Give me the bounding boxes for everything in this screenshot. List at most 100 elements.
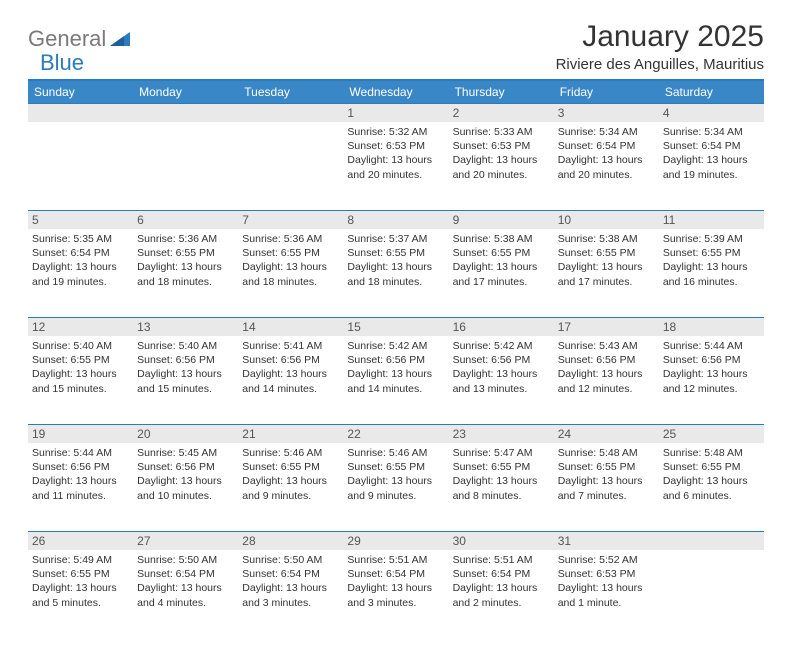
empty-day [659,531,764,550]
day-details: Sunrise: 5:36 AMSunset: 6:55 PMDaylight:… [133,229,238,295]
day-number: 22 [343,424,448,443]
day-cell: Sunrise: 5:35 AMSunset: 6:54 PMDaylight:… [28,229,133,317]
day-number: 9 [449,210,554,229]
day-details: Sunrise: 5:38 AMSunset: 6:55 PMDaylight:… [554,229,659,295]
day-details: Sunrise: 5:42 AMSunset: 6:56 PMDaylight:… [343,336,448,402]
day-cell: Sunrise: 5:52 AMSunset: 6:53 PMDaylight:… [554,550,659,638]
day-number: 30 [449,531,554,550]
week-details-row: Sunrise: 5:49 AMSunset: 6:55 PMDaylight:… [28,550,764,638]
calendar-header: SundayMondayTuesdayWednesdayThursdayFrid… [28,80,764,103]
day-number: 1 [343,103,448,122]
empty-day [133,103,238,122]
day-number: 4 [659,103,764,122]
day-details: Sunrise: 5:44 AMSunset: 6:56 PMDaylight:… [659,336,764,402]
day-cell: Sunrise: 5:36 AMSunset: 6:55 PMDaylight:… [238,229,343,317]
day-cell: Sunrise: 5:42 AMSunset: 6:56 PMDaylight:… [449,336,554,424]
day-header-row: SundayMondayTuesdayWednesdayThursdayFrid… [28,80,764,103]
calendar-body: 1234Sunrise: 5:32 AMSunset: 6:53 PMDayli… [28,103,764,638]
day-number: 23 [449,424,554,443]
day-cell [659,550,764,638]
day-details: Sunrise: 5:36 AMSunset: 6:55 PMDaylight:… [238,229,343,295]
month-title: January 2025 [556,20,764,54]
empty-day [238,103,343,122]
day-details: Sunrise: 5:49 AMSunset: 6:55 PMDaylight:… [28,550,133,616]
day-number: 24 [554,424,659,443]
day-cell: Sunrise: 5:34 AMSunset: 6:54 PMDaylight:… [659,122,764,210]
title-block: January 2025 Riviere des Anguilles, Maur… [556,20,764,73]
day-details: Sunrise: 5:43 AMSunset: 6:56 PMDaylight:… [554,336,659,402]
day-details: Sunrise: 5:48 AMSunset: 6:55 PMDaylight:… [554,443,659,509]
day-number: 21 [238,424,343,443]
day-header: Wednesday [343,80,448,103]
day-header: Sunday [28,80,133,103]
day-number: 15 [343,317,448,336]
day-cell: Sunrise: 5:45 AMSunset: 6:56 PMDaylight:… [133,443,238,531]
day-header: Thursday [449,80,554,103]
day-cell [28,122,133,210]
day-cell: Sunrise: 5:50 AMSunset: 6:54 PMDaylight:… [133,550,238,638]
day-number: 2 [449,103,554,122]
calendar-table: SundayMondayTuesdayWednesdayThursdayFrid… [28,79,764,638]
week-daynum-row: 262728293031 [28,531,764,550]
day-number: 18 [659,317,764,336]
day-cell [133,122,238,210]
day-cell: Sunrise: 5:47 AMSunset: 6:55 PMDaylight:… [449,443,554,531]
day-details: Sunrise: 5:40 AMSunset: 6:55 PMDaylight:… [28,336,133,402]
brand-part2: Blue [40,50,84,76]
day-details: Sunrise: 5:41 AMSunset: 6:56 PMDaylight:… [238,336,343,402]
day-cell: Sunrise: 5:33 AMSunset: 6:53 PMDaylight:… [449,122,554,210]
day-number: 11 [659,210,764,229]
day-cell: Sunrise: 5:42 AMSunset: 6:56 PMDaylight:… [343,336,448,424]
day-header: Friday [554,80,659,103]
day-cell: Sunrise: 5:46 AMSunset: 6:55 PMDaylight:… [343,443,448,531]
brand-part2-wrap: Blue [40,50,84,76]
day-details: Sunrise: 5:48 AMSunset: 6:55 PMDaylight:… [659,443,764,509]
week-details-row: Sunrise: 5:44 AMSunset: 6:56 PMDaylight:… [28,443,764,531]
day-header: Saturday [659,80,764,103]
day-number: 6 [133,210,238,229]
day-details: Sunrise: 5:40 AMSunset: 6:56 PMDaylight:… [133,336,238,402]
day-cell: Sunrise: 5:46 AMSunset: 6:55 PMDaylight:… [238,443,343,531]
day-details: Sunrise: 5:39 AMSunset: 6:55 PMDaylight:… [659,229,764,295]
day-number: 10 [554,210,659,229]
day-details: Sunrise: 5:38 AMSunset: 6:55 PMDaylight:… [449,229,554,295]
day-details: Sunrise: 5:51 AMSunset: 6:54 PMDaylight:… [343,550,448,616]
day-cell [238,122,343,210]
day-details: Sunrise: 5:46 AMSunset: 6:55 PMDaylight:… [343,443,448,509]
week-daynum-row: 19202122232425 [28,424,764,443]
day-number: 5 [28,210,133,229]
day-cell: Sunrise: 5:51 AMSunset: 6:54 PMDaylight:… [343,550,448,638]
header-row: General January 2025 Riviere des Anguill… [28,20,764,73]
day-details: Sunrise: 5:47 AMSunset: 6:55 PMDaylight:… [449,443,554,509]
day-cell: Sunrise: 5:34 AMSunset: 6:54 PMDaylight:… [554,122,659,210]
day-number: 17 [554,317,659,336]
day-number: 19 [28,424,133,443]
day-cell: Sunrise: 5:44 AMSunset: 6:56 PMDaylight:… [28,443,133,531]
day-header: Tuesday [238,80,343,103]
day-cell: Sunrise: 5:36 AMSunset: 6:55 PMDaylight:… [133,229,238,317]
week-details-row: Sunrise: 5:40 AMSunset: 6:55 PMDaylight:… [28,336,764,424]
day-cell: Sunrise: 5:41 AMSunset: 6:56 PMDaylight:… [238,336,343,424]
day-details: Sunrise: 5:35 AMSunset: 6:54 PMDaylight:… [28,229,133,295]
day-cell: Sunrise: 5:32 AMSunset: 6:53 PMDaylight:… [343,122,448,210]
day-details: Sunrise: 5:34 AMSunset: 6:54 PMDaylight:… [659,122,764,188]
day-number: 14 [238,317,343,336]
day-cell: Sunrise: 5:51 AMSunset: 6:54 PMDaylight:… [449,550,554,638]
day-number: 8 [343,210,448,229]
week-daynum-row: 567891011 [28,210,764,229]
location-label: Riviere des Anguilles, Mauritius [556,56,764,73]
day-number: 25 [659,424,764,443]
day-cell: Sunrise: 5:40 AMSunset: 6:55 PMDaylight:… [28,336,133,424]
day-details: Sunrise: 5:45 AMSunset: 6:56 PMDaylight:… [133,443,238,509]
day-details: Sunrise: 5:50 AMSunset: 6:54 PMDaylight:… [133,550,238,616]
day-details: Sunrise: 5:52 AMSunset: 6:53 PMDaylight:… [554,550,659,616]
week-details-row: Sunrise: 5:35 AMSunset: 6:54 PMDaylight:… [28,229,764,317]
week-daynum-row: 1234 [28,103,764,122]
day-header: Monday [133,80,238,103]
day-number: 12 [28,317,133,336]
day-details: Sunrise: 5:42 AMSunset: 6:56 PMDaylight:… [449,336,554,402]
day-cell: Sunrise: 5:43 AMSunset: 6:56 PMDaylight:… [554,336,659,424]
day-number: 7 [238,210,343,229]
day-number: 3 [554,103,659,122]
day-details: Sunrise: 5:33 AMSunset: 6:53 PMDaylight:… [449,122,554,188]
